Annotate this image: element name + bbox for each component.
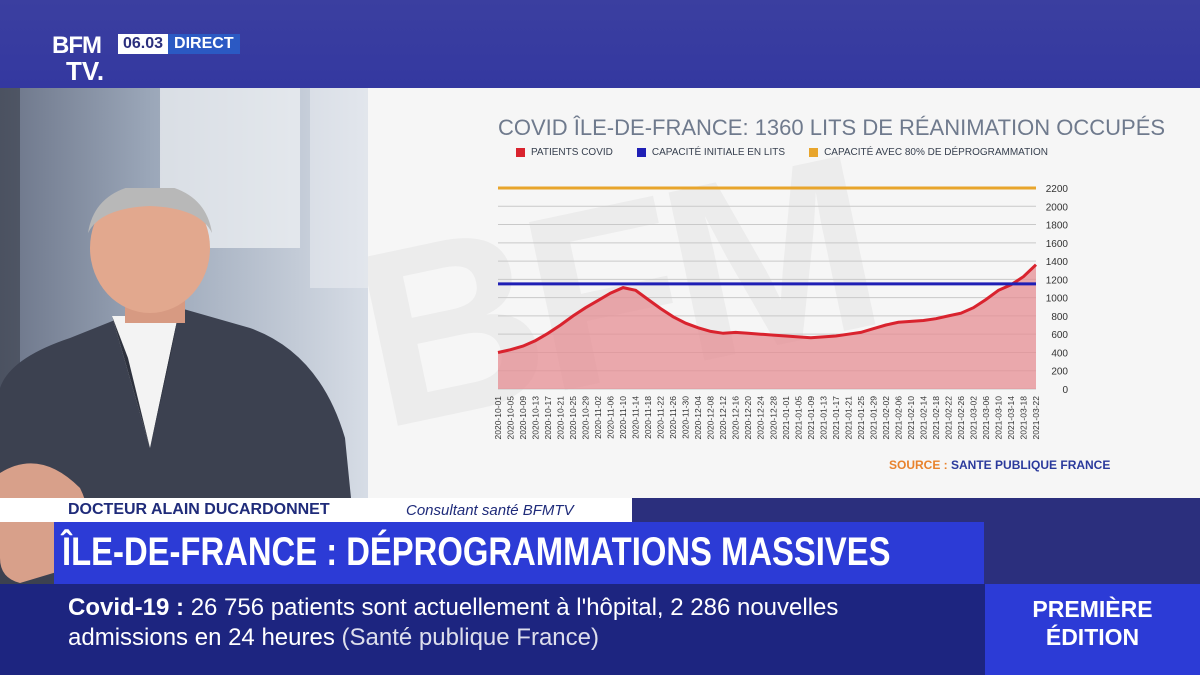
chart-source: SOURCE : SANTE PUBLIQUE FRANCE <box>889 458 1110 472</box>
x-tick-label: 2020-10-21 <box>556 396 566 440</box>
x-tick-label: 2020-10-13 <box>531 396 541 440</box>
x-tick-label: 2021-02-02 <box>881 396 891 440</box>
y-tick-label: 600 <box>1051 330 1068 341</box>
time-live-chip: 06.03 DIRECT <box>118 34 240 54</box>
x-tick-label: 2020-11-06 <box>606 396 616 439</box>
x-tick-label: 2020-10-29 <box>581 396 591 440</box>
x-tick-label: 2021-01-25 <box>856 396 866 440</box>
x-tick-label: 2021-03-18 <box>1018 396 1028 440</box>
x-tick-label: 2020-11-26 <box>668 396 678 439</box>
legend-swatch-blue <box>636 148 646 157</box>
patients-area <box>498 264 1036 389</box>
x-tick-label: 2021-02-14 <box>918 396 928 440</box>
logo-line-1: BFM <box>52 32 102 59</box>
x-tick-label: 2021-03-06 <box>981 396 991 440</box>
speaker-name: DOCTEUR ALAIN DUCARDONNET <box>68 501 330 518</box>
x-tick-label: 2020-11-18 <box>643 396 653 439</box>
x-tick-label: 2021-02-10 <box>906 396 916 440</box>
x-tick-label: 2020-12-28 <box>768 396 778 440</box>
y-tick-label: 2200 <box>1046 184 1069 195</box>
chart-legend: PATIENTS COVID CAPACITÉ INITIALE EN LITS… <box>516 147 1048 158</box>
ticker-colon: : <box>169 594 191 621</box>
chart-title: COVID ÎLE-DE-FRANCE: 1360 LITS DE RÉANIM… <box>498 115 1166 140</box>
x-tick-label: 2021-02-18 <box>931 396 941 440</box>
x-tick-label: 2021-03-22 <box>1031 396 1041 440</box>
source-label: SOURCE : <box>889 458 948 472</box>
legend-item-patients: PATIENTS COVID <box>516 147 613 158</box>
ticker-text-1: 26 756 patients sont actuellement à l'hô… <box>190 594 839 621</box>
x-tick-label: 2021-01-21 <box>843 396 853 440</box>
headline-bar: ÎLE-DE-FRANCE : DÉPROGRAMMATIONS MASSIVE… <box>54 522 984 584</box>
news-ticker: Covid-19 : 26 756 patients sont actuelle… <box>0 584 985 675</box>
x-tick-label: 2021-02-26 <box>956 396 966 440</box>
bfm-tv-logo: BFM TV. <box>52 32 116 86</box>
x-tick-label: 2020-10-01 <box>493 396 503 440</box>
edition-line-1: PREMIÈRE <box>1032 596 1153 622</box>
logo-line-2: TV. <box>66 56 105 86</box>
legend-swatch-red <box>516 148 525 157</box>
covid-icu-chart: 0 200 400 600 800 1000 1200 1400 1600 1800 2000 220… <box>493 184 1069 440</box>
x-tick-label: 2020-11-22 <box>656 396 666 439</box>
ticker-topic: Covid-19 <box>68 594 170 621</box>
y-tick-label: 400 <box>1051 348 1068 359</box>
x-tick-label: 2020-12-24 <box>756 396 766 440</box>
source-value: SANTE PUBLIQUE FRANCE <box>951 458 1111 472</box>
x-tick-label: 2021-03-10 <box>993 396 1003 440</box>
x-tick-label: 2021-01-17 <box>831 396 841 440</box>
legend-item-deprogramming-capacity: CAPACITÉ AVEC 80% DE DÉPROGRAMMATION <box>809 147 1048 158</box>
y-tick-label: 0 <box>1062 385 1068 396</box>
x-tick-label: 2020-11-02 <box>593 396 603 439</box>
x-tick-label: 2021-01-13 <box>818 396 828 440</box>
x-tick-label: 2021-01-05 <box>793 396 803 440</box>
x-tick-label: 2020-12-08 <box>706 396 716 440</box>
x-tick-label: 2020-11-10 <box>618 396 628 439</box>
x-tick-label: 2020-10-09 <box>518 396 528 440</box>
clock-time: 06.03 <box>123 35 164 52</box>
ticker-line-1: Covid-19 : 26 756 patients sont actuelle… <box>68 594 838 622</box>
x-tick-label: 2021-01-01 <box>781 396 791 440</box>
live-badge: DIRECT <box>168 34 240 54</box>
y-tick-label: 1600 <box>1046 239 1069 250</box>
ticker-text-2: admissions en 24 heures <box>68 624 335 651</box>
y-tick-label: 1200 <box>1046 275 1069 286</box>
x-tick-label: 2020-10-25 <box>568 396 578 440</box>
x-tick-label: 2020-12-04 <box>693 396 703 440</box>
patients-line <box>497 263 1038 354</box>
edition-badge: PREMIÈRE ÉDITION <box>985 584 1200 675</box>
x-tick-label: 2020-10-05 <box>506 396 516 440</box>
legend-swatch-orange <box>809 148 819 157</box>
x-tick-label: 2021-03-14 <box>1006 396 1016 440</box>
x-tick-label: 2020-11-14 <box>631 396 641 439</box>
x-tick-label: 2020-12-16 <box>731 396 741 440</box>
y-tick-label: 2000 <box>1046 202 1069 213</box>
x-tick-label: 2020-11-30 <box>681 396 691 439</box>
x-tick-label: 2020-12-20 <box>743 396 753 440</box>
y-tick-label: 800 <box>1051 312 1068 323</box>
x-tick-label: 2021-02-06 <box>893 396 903 440</box>
x-tick-label: 2021-03-02 <box>968 396 978 440</box>
headline-text: ÎLE-DE-FRANCE : DÉPROGRAMMATIONS MASSIVE… <box>62 530 891 574</box>
ticker-source: (Santé publique France) <box>341 624 599 651</box>
speaker-role: Consultant santé BFMTV <box>406 502 574 519</box>
y-tick-label: 200 <box>1051 367 1068 378</box>
x-tick-label: 2020-12-12 <box>718 396 728 440</box>
x-tick-label: 2020-10-17 <box>543 396 553 440</box>
speaker-name-bar: DOCTEUR ALAIN DUCARDONNET Consultant san… <box>0 498 632 522</box>
y-tick-label: 1400 <box>1046 257 1069 268</box>
x-tick-label: 2021-01-09 <box>806 396 816 440</box>
y-tick-label: 1000 <box>1046 294 1069 305</box>
x-tick-label: 2021-01-29 <box>868 396 878 440</box>
edition-line-2: ÉDITION <box>1045 624 1140 650</box>
x-tick-label: 2021-02-22 <box>943 396 953 440</box>
legend-item-initial-capacity: CAPACITÉ INITIALE EN LITS <box>636 147 785 158</box>
ticker-line-2: admissions en 24 heures (Santé publique … <box>68 624 599 652</box>
top-bar: BFM TV. 06.03 DIRECT <box>0 0 1200 88</box>
chart-graphic-panel: BFM 020040060080010001200140016001800200… <box>368 88 1200 498</box>
y-tick-label: 1800 <box>1046 221 1069 232</box>
